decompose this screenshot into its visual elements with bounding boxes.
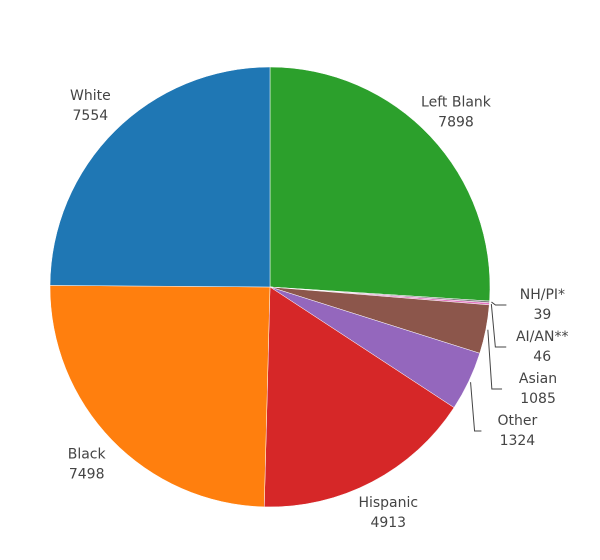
slice-label: Hispanic bbox=[358, 495, 418, 511]
slice-value: 7554 bbox=[73, 108, 109, 124]
leader-line bbox=[470, 382, 482, 432]
pie-slice bbox=[269, 66, 491, 302]
leader-line bbox=[491, 301, 507, 306]
leader-line bbox=[487, 329, 503, 390]
slice-value: 39 bbox=[533, 307, 551, 323]
slice-value: 7498 bbox=[69, 466, 105, 482]
slice-label: NH/PI* bbox=[520, 287, 565, 303]
pie-slice bbox=[49, 66, 271, 288]
slice-label: Left Blank bbox=[421, 95, 492, 111]
slice-label: Black bbox=[68, 446, 107, 462]
slice-label: Other bbox=[498, 413, 538, 429]
pie-slice bbox=[49, 285, 271, 508]
slice-label: White bbox=[70, 88, 111, 104]
slice-value: 1085 bbox=[520, 391, 556, 407]
slice-value: 7898 bbox=[438, 115, 474, 131]
slice-label: Asian bbox=[519, 371, 557, 387]
slice-value: 46 bbox=[533, 349, 551, 365]
slice-value: 1324 bbox=[500, 433, 536, 449]
slice-value: 4913 bbox=[370, 515, 406, 531]
slice-label: AI/AN** bbox=[516, 329, 568, 345]
pie-slice bbox=[263, 286, 455, 508]
leader-line bbox=[490, 303, 507, 348]
